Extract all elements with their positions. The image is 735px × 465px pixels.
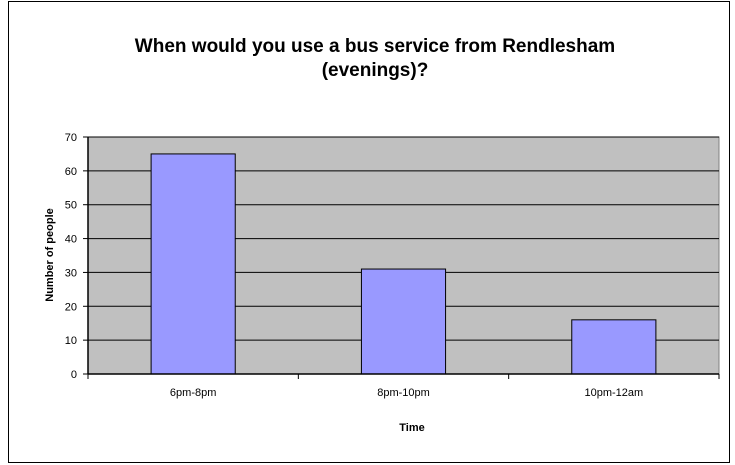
y-axis-label: Number of people bbox=[44, 208, 56, 302]
axes bbox=[83, 136, 720, 379]
chart-title-line-1: When would you use a bus service from Re… bbox=[135, 36, 615, 57]
x-tick-labels: 6pm-8pm 8pm-10pm 10pm-12am bbox=[170, 387, 643, 399]
bar bbox=[360, 268, 447, 375]
x-axis-label: Time bbox=[399, 422, 424, 434]
y-tick-label: 60 bbox=[65, 166, 77, 178]
y-tick-label: 50 bbox=[65, 200, 77, 212]
bars bbox=[150, 153, 657, 375]
bar bbox=[571, 319, 657, 375]
y-tick-label: 0 bbox=[71, 369, 77, 381]
y-tick-label: 40 bbox=[65, 234, 77, 246]
y-tick-labels: 0 10 20 30 40 50 60 70 bbox=[65, 132, 77, 381]
x-tick-label: 10pm-12am bbox=[584, 387, 643, 399]
chart-title-line-2: (evenings)? bbox=[322, 60, 429, 81]
bar bbox=[150, 153, 236, 375]
y-tick-label: 30 bbox=[65, 267, 77, 279]
y-tick-label: 10 bbox=[65, 335, 77, 347]
y-tick-label: 20 bbox=[65, 301, 77, 313]
x-tick-label: 8pm-10pm bbox=[377, 387, 430, 399]
y-tick-label: 70 bbox=[65, 132, 77, 144]
x-tick-label: 6pm-8pm bbox=[170, 387, 216, 399]
